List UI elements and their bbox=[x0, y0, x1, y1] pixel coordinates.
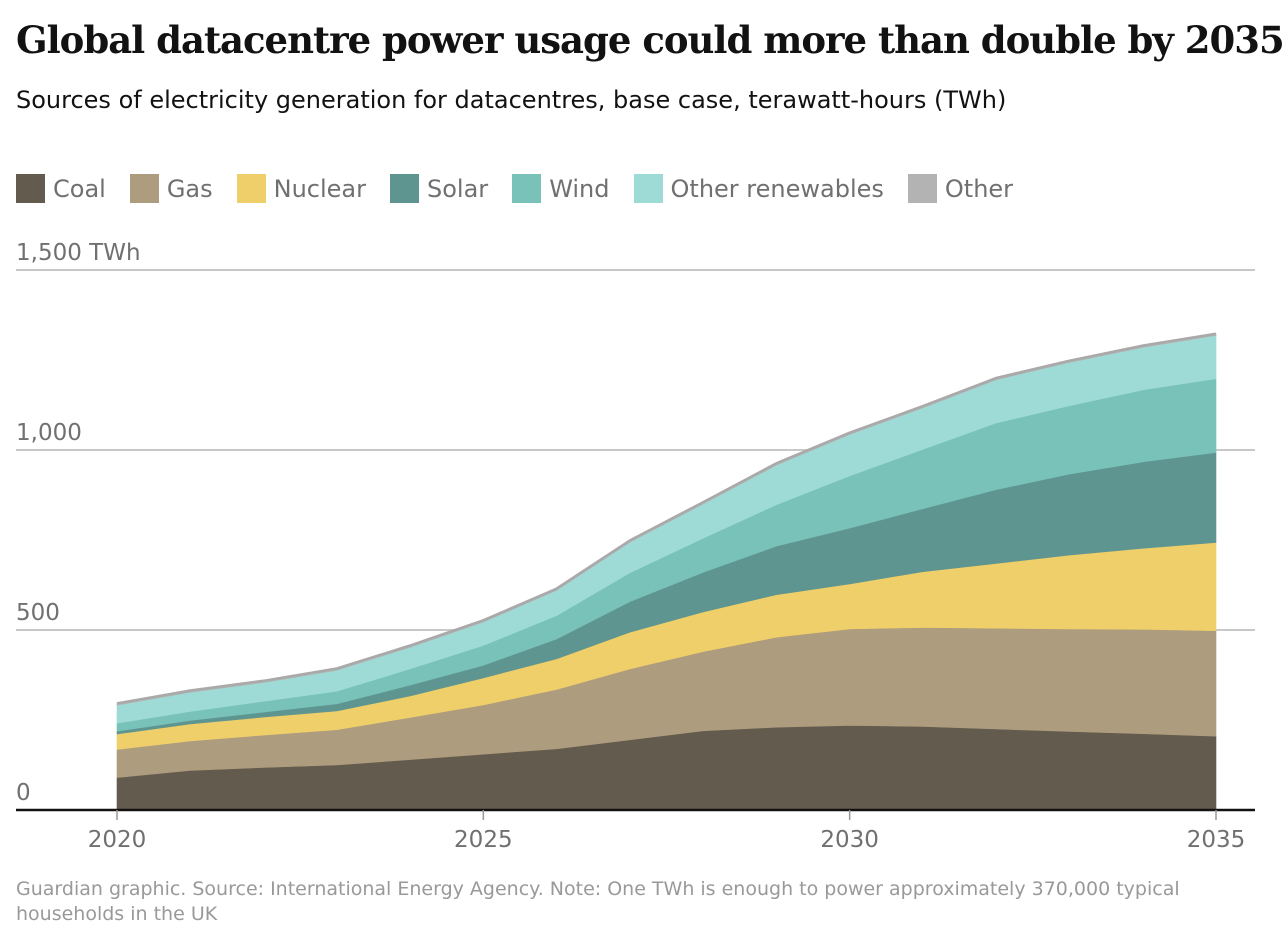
legend-label-other: Other bbox=[944, 174, 1014, 203]
x-tick-label-2035: 2035 bbox=[1187, 827, 1246, 853]
footnote: Guardian graphic. Source: International … bbox=[16, 878, 1180, 925]
legend-label-wind: Wind bbox=[549, 174, 610, 203]
legend-item-wind: Wind bbox=[512, 174, 610, 203]
legend-item-other: Other bbox=[907, 174, 1014, 203]
legend-label-coal: Coal bbox=[53, 174, 106, 203]
y-tick-label-500: 500 bbox=[16, 600, 60, 626]
stacked-area-chart: 0 500 1,000 1,500 TWh 2020 2025 2030 2035 bbox=[16, 240, 1255, 853]
x-tick-label-2030: 2030 bbox=[820, 827, 879, 853]
area-series bbox=[116, 332, 1217, 811]
legend-item-coal: Coal bbox=[16, 174, 106, 203]
total-outline bbox=[116, 332, 1217, 705]
legend-label-gas: Gas bbox=[166, 174, 213, 203]
y-tick-label-0: 0 bbox=[16, 780, 31, 806]
legend-item-nuclear: Nuclear bbox=[236, 174, 367, 203]
y-tick-label-1500: 1,500 TWh bbox=[16, 240, 141, 266]
x-axis: 2020 2025 2030 2035 bbox=[16, 808, 1255, 853]
legend-swatch-wind bbox=[512, 174, 542, 203]
legend: Coal Gas Nuclear Solar Wind Other renewables O… bbox=[16, 174, 1037, 203]
chart-title: Global datacentre power usage could more… bbox=[16, 18, 1283, 62]
y-tick-label-1000: 1,000 bbox=[16, 420, 82, 446]
legend-label-nuclear: Nuclear bbox=[273, 174, 367, 203]
legend-item-gas: Gas bbox=[129, 174, 213, 203]
legend-label-solar: Solar bbox=[427, 174, 489, 203]
legend-label-other-renewables: Other renewables bbox=[670, 174, 884, 203]
legend-swatch-gas bbox=[129, 174, 159, 203]
chart-subtitle: Sources of electricity generation for da… bbox=[16, 86, 1007, 114]
legend-swatch-coal bbox=[16, 174, 45, 203]
legend-swatch-other-renewables bbox=[633, 174, 663, 203]
legend-item-solar: Solar bbox=[390, 174, 488, 203]
y-axis-labels: 0 500 1,000 1,500 TWh bbox=[16, 240, 141, 806]
legend-item-other-renewables: Other renewables bbox=[633, 174, 884, 203]
legend-swatch-nuclear bbox=[236, 174, 266, 203]
legend-swatch-solar bbox=[390, 174, 420, 203]
x-tick-label-2020: 2020 bbox=[88, 827, 147, 853]
legend-swatch-other bbox=[907, 174, 937, 203]
x-tick-label-2025: 2025 bbox=[454, 827, 513, 853]
